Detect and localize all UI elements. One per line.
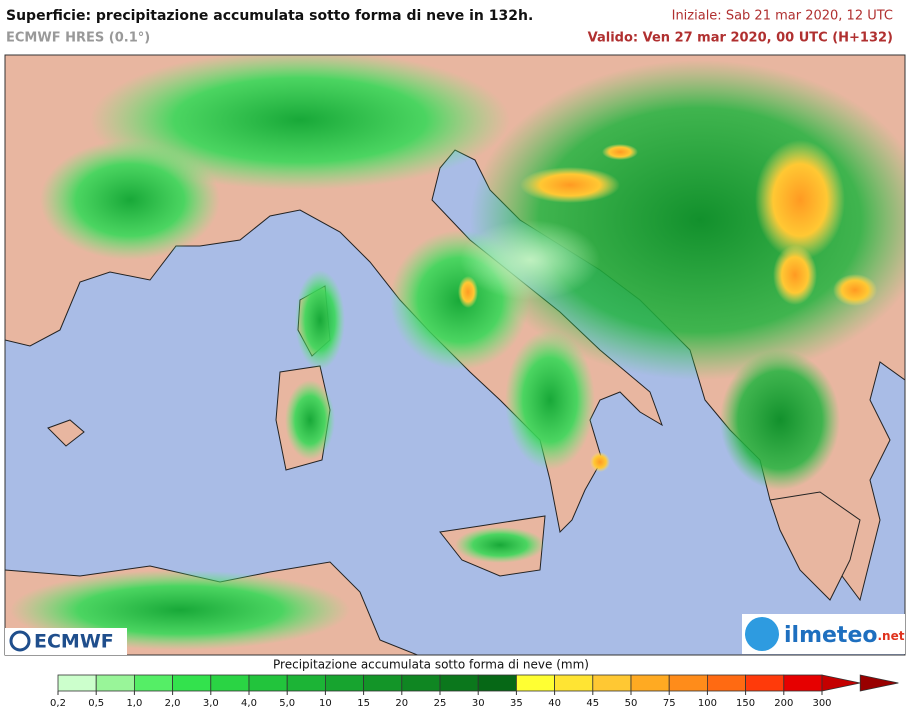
colorbar-segment <box>630 674 670 692</box>
valid-time: Valido: Ven 27 mar 2020, 00 UTC (H+132) <box>588 31 893 46</box>
colorbar-segment <box>554 674 594 692</box>
model-name: ECMWF HRES (0.1°) <box>6 31 150 46</box>
colorbar-segment <box>57 674 97 692</box>
colorbar-segment <box>745 674 785 692</box>
colorbar-tick-label: 1,0 <box>126 698 142 709</box>
hungary-peak <box>602 144 638 160</box>
legend-title: Precipitazione accumulata sotto forma di… <box>273 658 589 672</box>
colorbar-tick-label: 0,5 <box>88 698 104 709</box>
map-title: Superficie: precipitazione accumulata so… <box>6 8 533 24</box>
colorbar-tick-label: 25 <box>434 698 447 709</box>
colorbar-tick-label: 5,0 <box>279 698 295 709</box>
east-peak <box>833 274 877 306</box>
colorbar: 0,2 0,5 1,0 2,0 3,0 4,0 5,0 10 15 20 25 30 35 40 45 50 7… <box>50 674 899 709</box>
colorbar-segment <box>363 674 403 692</box>
corsica-snow <box>295 270 345 370</box>
ilmeteo-logo: ilmeteo.net <box>742 614 905 654</box>
balkan-peak <box>773 245 817 305</box>
balkan-snow <box>470 60 905 380</box>
logo-name: ilmeteo <box>784 623 877 648</box>
colorbar-segment <box>324 674 364 692</box>
logo-mark <box>9 630 31 652</box>
sardinia-snow <box>285 380 335 460</box>
colorbar-tick-label: 150 <box>736 698 755 709</box>
colorbar-segment <box>783 674 823 692</box>
greece-north-snow <box>720 350 840 490</box>
logo-text: ECMWF <box>34 631 114 653</box>
colorbar-tick-label: 35 <box>510 698 523 709</box>
snow-fields <box>10 55 905 650</box>
colorbar-segment <box>95 674 135 692</box>
colorbar-segment <box>592 674 632 692</box>
colorbar-segment <box>210 674 250 692</box>
greek-peninsula <box>769 491 861 601</box>
colorbar-segment <box>707 674 747 692</box>
sicily-snow <box>455 527 545 563</box>
colorbar-tick-label: 200 <box>774 698 793 709</box>
map-area <box>5 55 905 655</box>
colorbar-segment <box>401 674 441 692</box>
colorbar-tick-label: 15 <box>357 698 370 709</box>
map-frame <box>4 54 906 656</box>
colorbar-tick-label: 75 <box>663 698 676 709</box>
carpathian-peak <box>755 140 845 260</box>
colorbar-segment <box>668 674 708 692</box>
colorbar-tick-label: 3,0 <box>203 698 219 709</box>
apennine-south-snow <box>505 330 595 470</box>
init-time: Iniziale: Sab 21 mar 2020, 12 UTC <box>672 9 893 24</box>
logo-suffix: .net <box>877 629 904 643</box>
colorbar-segment <box>439 674 479 692</box>
colorbar-segment <box>516 674 556 692</box>
colorbar-tick-label: 100 <box>698 698 717 709</box>
colorbar-tick-label: 45 <box>586 698 599 709</box>
logo-mark <box>745 617 779 651</box>
colorbar-segment <box>172 674 212 692</box>
colorbar-tick-label: 50 <box>625 698 638 709</box>
massif-snow <box>40 140 220 260</box>
colorbar-tick-label: 10 <box>319 698 332 709</box>
colorbar-segment <box>248 674 288 692</box>
colorbar-tick-label: 0,2 <box>50 698 66 709</box>
colorbar-arrow <box>859 674 899 692</box>
ecmwf-logo: ECMWF <box>5 628 127 655</box>
colorbar-tick-label: 2,0 <box>165 698 181 709</box>
colorbar-tick-label: 4,0 <box>241 698 257 709</box>
colorbar-segment <box>133 674 173 692</box>
colorbar-arrow <box>821 674 861 692</box>
logo-text: ilmeteo.net <box>784 623 905 648</box>
balearic-island <box>47 419 85 447</box>
apennine-peak <box>458 276 478 308</box>
colorbar-tick-label: 300 <box>812 698 831 709</box>
calabria-peak <box>590 452 610 472</box>
adriatic-snow <box>460 220 600 300</box>
colorbar-segment <box>477 674 517 692</box>
colorbar-segment <box>286 674 326 692</box>
colorbar-tick-label: 40 <box>548 698 561 709</box>
colorbar-tick-label: 20 <box>395 698 408 709</box>
dinaric-peak <box>520 167 620 203</box>
alps-snow <box>90 55 510 190</box>
colorbar-tick-label: 30 <box>472 698 485 709</box>
